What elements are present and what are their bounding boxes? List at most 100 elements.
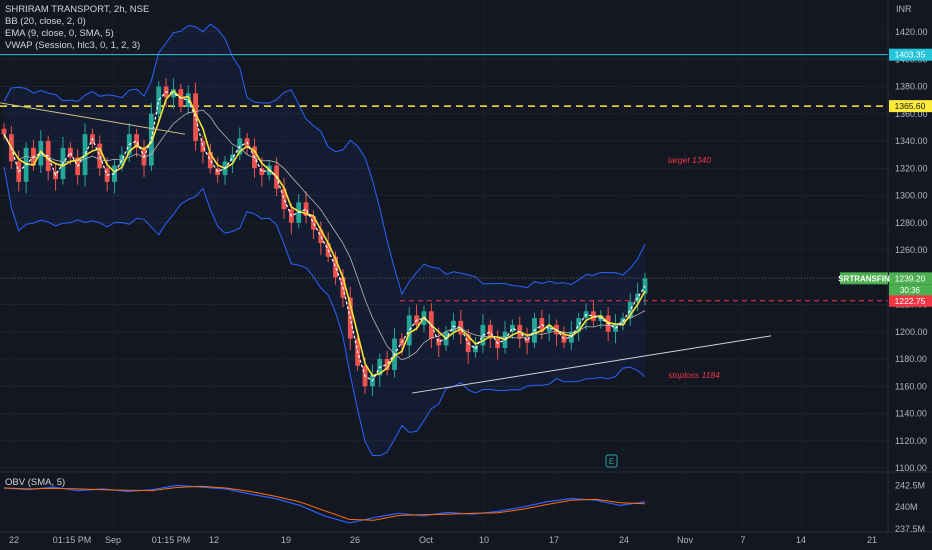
candle-body <box>333 256 338 278</box>
price-tag-bg <box>889 294 932 307</box>
y-tick-label: 1260.00 <box>895 245 928 255</box>
price-tags: 1403.35 1365.60 1222.75 1239.20 SRTRANSFIN 30… <box>838 48 932 307</box>
y-tick-label: 1100.00 <box>895 463 927 473</box>
x-tick-label: 12 <box>209 535 219 545</box>
y-tick-label: 1140.00 <box>895 409 927 419</box>
candle-body <box>303 202 309 216</box>
currency-unit: INR <box>896 4 912 14</box>
candle-body <box>185 93 191 107</box>
candle-body <box>171 89 176 98</box>
y-tick-label: 1380.00 <box>895 82 928 92</box>
ema-line <box>3 89 646 377</box>
candle-body <box>473 345 478 353</box>
x-tick-label: 01:15 PM <box>152 535 191 545</box>
candle-body <box>97 143 103 169</box>
symbol-title: SHRIRAM TRANSPORT, 2h, NSE <box>5 4 150 15</box>
candle-body <box>193 93 198 141</box>
bb-legend[interactable]: BB (20, close, 2, 0) <box>5 16 86 27</box>
candle-body <box>207 151 213 169</box>
price-tag-label: 1365.60 <box>895 101 926 111</box>
candle-body <box>38 141 44 166</box>
x-tick-label: 22 <box>9 535 19 545</box>
obv-legend[interactable]: OBV (SMA, 5) <box>5 477 66 488</box>
candle-body <box>406 315 412 346</box>
candle-body <box>311 215 316 230</box>
y-tick-label: 1160.00 <box>895 381 927 391</box>
earnings-marker-box <box>605 454 618 468</box>
horizontal-levels <box>0 54 888 302</box>
x-tick-label: 21 <box>867 535 877 545</box>
y-tick-label: 1300.00 <box>895 191 928 201</box>
bb-lower <box>3 166 646 457</box>
ema-legend[interactable]: EMA (9, close, 0, SMA, 5) <box>5 28 114 39</box>
x-tick-label: 7 <box>740 535 745 545</box>
obv-tick-label: 237.5M <box>895 524 925 534</box>
candle-body <box>436 338 442 346</box>
price-tag-label: 1403.35 <box>895 50 926 60</box>
candle-body <box>67 147 73 158</box>
support-trendline <box>411 335 772 394</box>
indicator-lines <box>3 89 646 382</box>
vwap-line <box>3 91 646 382</box>
target-annotation: target 1340 <box>668 155 712 165</box>
x-tick-label: Oct <box>419 535 434 545</box>
bb-basis <box>3 109 646 361</box>
x-tick-label: 01:15 PM <box>53 535 92 545</box>
price-tag-label: 1222.75 <box>895 296 926 306</box>
candle-body <box>200 141 206 152</box>
x-tick-label: 14 <box>796 535 806 545</box>
y-tick-label: 1120.00 <box>895 436 927 446</box>
candle-body <box>230 154 235 162</box>
candle-body <box>509 324 515 332</box>
earnings-marker: E <box>609 457 614 466</box>
candle-body <box>487 324 493 339</box>
bb-fill <box>4 24 645 456</box>
y-tick-label: 1340.00 <box>895 136 928 146</box>
ticker-tag-bg <box>840 272 888 285</box>
candle-body <box>546 324 552 332</box>
candle-body <box>635 293 641 302</box>
candle-body <box>627 301 633 319</box>
vwap-legend[interactable]: VWAP (Session, hlc3, 0, 1, 2, 3) <box>5 40 141 51</box>
y-tick-label: 1180.00 <box>895 354 927 364</box>
resistance-trendline <box>0 102 186 135</box>
x-tick-label: 10 <box>479 535 489 545</box>
ticker-tag: SRTRANSFIN <box>838 274 890 283</box>
candle-body <box>259 168 265 176</box>
obv-panel <box>3 484 646 524</box>
stoploss-annotation: stoploss 1184 <box>668 370 720 380</box>
y-tick-label: 1360.00 <box>895 109 928 119</box>
price-tag-bg <box>889 100 932 113</box>
candle-body <box>384 359 390 370</box>
x-tick-label: 17 <box>549 535 559 545</box>
x-tick-label: Nov <box>677 535 694 545</box>
candle-body <box>642 278 648 294</box>
price-tag-bg <box>889 48 932 61</box>
obv-tick-label: 240M <box>895 502 918 512</box>
price-tag-label: 1239.20 <box>895 273 926 283</box>
candle-body <box>576 318 582 332</box>
bb-upper <box>3 23 646 296</box>
grid <box>0 31 888 469</box>
obv-tick-label: 242.5M <box>895 480 925 490</box>
x-tick-label: 26 <box>350 535 360 545</box>
y-tick-label: 1420.00 <box>895 27 928 37</box>
y-tick-label: 1280.00 <box>895 218 928 228</box>
candle-body <box>1 128 7 135</box>
candle-body <box>318 229 324 244</box>
x-tick-label: Sep <box>105 535 121 545</box>
candle-body <box>134 134 140 148</box>
countdown-bg <box>889 284 932 296</box>
candle-body <box>281 188 287 210</box>
y-tick-label: 1320.00 <box>895 163 928 173</box>
chart-legend[interactable]: SHRIRAM TRANSPORT, 2h, NSE BB (20, close… <box>5 4 149 52</box>
y-tick-label: 1200.00 <box>895 327 928 337</box>
x-tick-label: 19 <box>281 535 291 545</box>
candle-body <box>524 338 530 343</box>
candle-body <box>148 113 154 166</box>
trendlines: E <box>0 102 772 468</box>
price-tag-bg <box>889 272 932 285</box>
bollinger-bands <box>3 23 646 457</box>
